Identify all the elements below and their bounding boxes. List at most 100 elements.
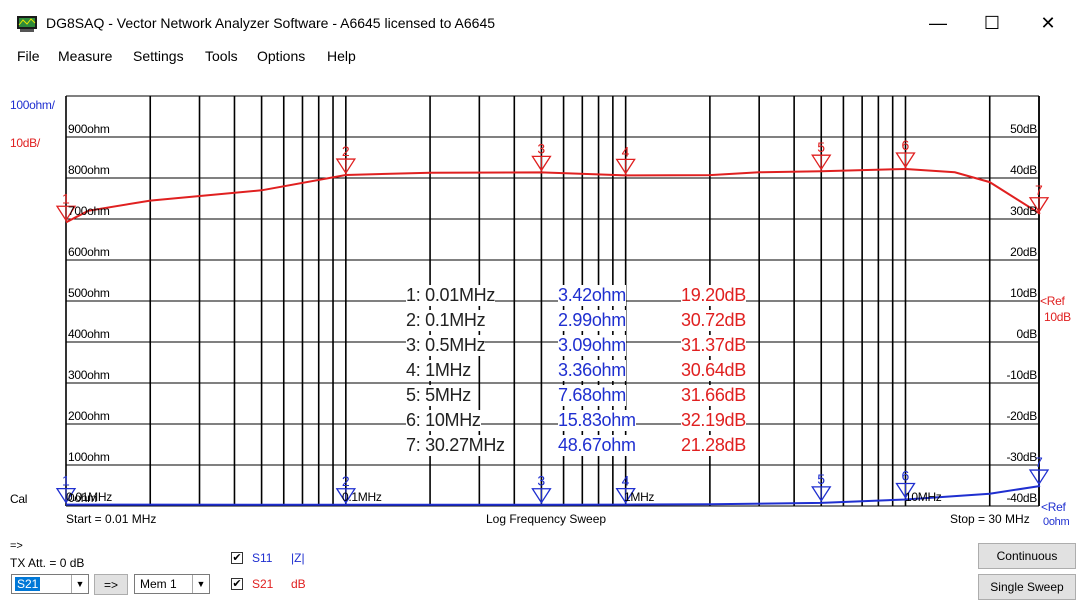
left-tick-label: 400ohm bbox=[68, 327, 110, 341]
left-tick-label: 100ohm bbox=[68, 450, 110, 464]
right-tick-label: -10dB bbox=[1006, 368, 1037, 382]
left-tick-label: 0ohm bbox=[68, 491, 97, 505]
marker-label: 5: 5MHz bbox=[406, 385, 471, 406]
marker-db-value: 31.37dB bbox=[681, 335, 746, 356]
marker-ohm-value: 48.67ohm bbox=[558, 435, 636, 456]
marker-blue-number: 6 bbox=[901, 468, 909, 484]
mem-select-value: Mem 1 bbox=[140, 577, 177, 591]
menu-file[interactable]: File bbox=[17, 48, 40, 64]
freq-label-10: 10MHz bbox=[905, 490, 942, 504]
right-tick-label: -20dB bbox=[1006, 409, 1037, 423]
mem-select[interactable]: Mem 1 ▼ bbox=[134, 574, 210, 594]
marker-label: 7: 30.27MHz bbox=[406, 435, 505, 456]
marker-blue-number: 7 bbox=[1035, 454, 1043, 470]
ref-blue-value: 0ohm bbox=[1043, 516, 1070, 528]
marker-db-value: 32.19dB bbox=[681, 410, 746, 431]
menu-bar: File Measure Settings Tools Options Help bbox=[0, 46, 1079, 68]
window-title: DG8SAQ - Vector Network Analyzer Softwar… bbox=[46, 15, 496, 31]
param-select[interactable]: S21 ▼ bbox=[11, 574, 89, 594]
s11-format[interactable]: |Z| bbox=[291, 551, 305, 565]
ref-red-marker: <Ref bbox=[1040, 294, 1065, 308]
right-scale-label: 10dB/ bbox=[10, 136, 40, 150]
s11-checkbox[interactable]: ✔ bbox=[231, 552, 243, 564]
marker-blue-triangle bbox=[615, 487, 636, 504]
marker-blue-number: 5 bbox=[817, 471, 825, 487]
title-bar: DG8SAQ - Vector Network Analyzer Softwar… bbox=[0, 0, 1079, 46]
left-tick-label: 600ohm bbox=[68, 245, 110, 259]
marker-ohm-value: 3.36ohm bbox=[558, 360, 626, 381]
cal-label: Cal bbox=[10, 492, 28, 506]
ref-red-value: 10dB bbox=[1044, 310, 1071, 324]
left-scale-label: 100ohm/ bbox=[10, 98, 55, 112]
marker-ohm-value: 3.09ohm bbox=[558, 335, 626, 356]
marker-label: 4: 1MHz bbox=[406, 360, 471, 381]
single-sweep-button[interactable]: Single Sweep bbox=[978, 574, 1076, 600]
marker-db-value: 30.72dB bbox=[681, 310, 746, 331]
s11-trace bbox=[65, 485, 1041, 506]
right-tick-label: 50dB bbox=[1010, 122, 1037, 136]
right-tick-label: 20dB bbox=[1010, 245, 1037, 259]
s21-format[interactable]: dB bbox=[291, 577, 306, 591]
marker-label: 6: 10MHz bbox=[406, 410, 481, 431]
s11-label: S11 bbox=[252, 551, 273, 565]
chevron-down-icon: ▼ bbox=[192, 575, 209, 593]
right-tick-label: 40dB bbox=[1010, 163, 1037, 177]
right-tick-label: -40dB bbox=[1006, 491, 1037, 505]
marker-red-number: 4 bbox=[622, 143, 630, 159]
param-select-value: S21 bbox=[15, 577, 41, 591]
right-tick-label: 10dB bbox=[1010, 286, 1037, 300]
sweep-start: Start = 0.01 MHz bbox=[66, 512, 157, 526]
s21-checkbox[interactable]: ✔ bbox=[231, 578, 243, 590]
left-tick-label: 300ohm bbox=[68, 368, 110, 382]
marker-blue-triangle bbox=[811, 486, 832, 503]
marker-ohm-value: 7.68ohm bbox=[558, 385, 626, 406]
chevron-down-icon: ▼ bbox=[71, 575, 88, 593]
marker-db-value: 31.66dB bbox=[681, 385, 746, 406]
right-tick-label: -30dB bbox=[1006, 450, 1037, 464]
continuous-button[interactable]: Continuous bbox=[978, 543, 1076, 569]
menu-settings[interactable]: Settings bbox=[133, 48, 184, 64]
marker-red-number: 7 bbox=[1035, 182, 1043, 198]
menu-options[interactable]: Options bbox=[257, 48, 306, 64]
marker-label: 2: 0.1MHz bbox=[406, 310, 486, 331]
marker-db-value: 19.20dB bbox=[681, 285, 746, 306]
marker-red-triangle bbox=[531, 155, 552, 172]
marker-db-value: 30.64dB bbox=[681, 360, 746, 381]
marker-ohm-value: 15.83ohm bbox=[558, 410, 636, 431]
marker-red-number: 6 bbox=[901, 137, 909, 153]
marker-red-number: 3 bbox=[537, 140, 545, 156]
marker-red-number: 5 bbox=[817, 139, 825, 155]
s21-trace bbox=[65, 167, 1041, 224]
sweep-mode: Log Frequency Sweep bbox=[486, 512, 607, 526]
marker-label: 1: 0.01MHz bbox=[406, 285, 496, 306]
marker-red-triangle bbox=[895, 152, 916, 169]
app-icon bbox=[17, 16, 37, 32]
maximize-button[interactable]: ☐ bbox=[983, 12, 1001, 33]
minimize-button[interactable]: — bbox=[929, 12, 947, 33]
left-tick-label: 500ohm bbox=[68, 286, 110, 300]
marker-ohm-value: 3.42ohm bbox=[558, 285, 626, 306]
transfer-button[interactable]: => bbox=[94, 574, 128, 595]
sweep-stop: Stop = 30 MHz bbox=[950, 512, 1030, 526]
marker-label: 3: 0.5MHz bbox=[406, 335, 486, 356]
menu-tools[interactable]: Tools bbox=[205, 48, 238, 64]
marker-blue-number: 2 bbox=[342, 473, 350, 489]
marker-red-number: 2 bbox=[342, 143, 350, 159]
marker-blue-number: 3 bbox=[537, 473, 545, 489]
marker-ohm-value: 2.99ohm bbox=[558, 310, 626, 331]
freq-label-0.1: 0.1MHz bbox=[342, 490, 382, 504]
menu-help[interactable]: Help bbox=[327, 48, 356, 64]
menu-measure[interactable]: Measure bbox=[58, 48, 113, 64]
s21-label: S21 bbox=[252, 577, 274, 591]
arrow-indicator: => bbox=[10, 540, 23, 552]
marker-db-value: 21.28dB bbox=[681, 435, 746, 456]
close-button[interactable]: ✕ bbox=[1040, 12, 1056, 33]
marker-blue-triangle bbox=[335, 488, 357, 504]
right-tick-label: 30dB bbox=[1010, 204, 1037, 218]
vna-chart[interactable]: 1 1 2 2 3 3 4 4 5 5 6 6 7 7 bbox=[0, 68, 1079, 518]
marker-blue-triangle bbox=[1028, 469, 1050, 486]
marker-blue-triangle bbox=[531, 488, 552, 504]
marker-blue-number: 4 bbox=[622, 473, 630, 489]
left-tick-label: 700ohm bbox=[68, 204, 110, 218]
tx-attenuation: TX Att. = 0 dB bbox=[10, 556, 85, 570]
